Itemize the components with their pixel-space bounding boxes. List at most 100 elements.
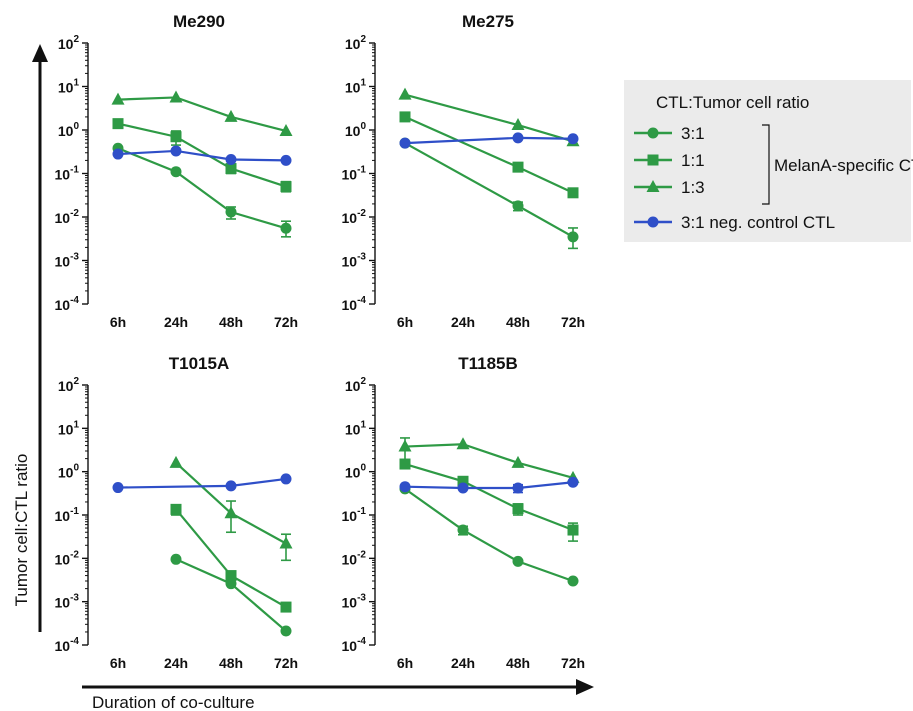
y-tick-label: 102 [58, 376, 80, 394]
y-tick-label: 10-3 [55, 593, 80, 611]
series-3-1-neg-control-ctl [399, 132, 579, 149]
data-point [112, 118, 124, 130]
data-point [512, 503, 524, 515]
data-point [567, 133, 579, 145]
series-1-1 [170, 503, 292, 613]
x-tick-label: 72h [274, 314, 298, 330]
y-tick-label: 10-4 [55, 636, 80, 654]
panel-title: Me290 [173, 12, 225, 31]
series-3-1 [112, 142, 292, 238]
data-point [279, 536, 293, 549]
panel-t1185b: T1185B 102 101 100 10-1 10-2 10-3 10-4 6h 24h 48h 7… [342, 354, 586, 671]
data-point [567, 524, 579, 536]
series-line [404, 462, 574, 532]
x-tick-label: 72h [561, 314, 585, 330]
data-point [280, 625, 292, 637]
series-1-3 [398, 437, 580, 483]
data-point [567, 575, 579, 587]
y-tick-label: 101 [345, 78, 367, 96]
data-point [398, 87, 412, 100]
legend-entries: 3:1 1:1 1:3 3:1 neg. control CTL [634, 124, 835, 232]
y-tick-label: 10-2 [55, 208, 80, 226]
x-tick-label: 6h [110, 314, 126, 330]
y-tick-label: 102 [345, 34, 367, 52]
y-axis-arrow [32, 44, 48, 632]
data-point [225, 163, 237, 175]
panels: Me290 102 101 100 10-1 10-2 10-3 10-4 6h 24h 48h 72… [55, 12, 586, 671]
data-point [567, 231, 579, 243]
legend: CTL:Tumor cell ratio 3:1 1:1 1:3 3:1 neg. c… [624, 80, 913, 242]
data-point [112, 482, 124, 494]
data-point [512, 132, 524, 144]
data-point [224, 109, 238, 122]
y-tick-label: 10-1 [342, 506, 367, 524]
x-axis-arrow [82, 679, 594, 695]
series-3-1-neg-control-ctl [112, 473, 292, 494]
x-tick-label: 48h [219, 314, 243, 330]
data-point [279, 123, 293, 136]
y-tick-label: 10-3 [55, 252, 80, 270]
x-tick-label: 72h [274, 655, 298, 671]
y-tick-label: 100 [58, 463, 80, 481]
series-line [117, 96, 287, 133]
y-tick-label: 10-4 [342, 295, 367, 313]
data-point [280, 473, 292, 485]
x-tick-label: 72h [561, 655, 585, 671]
y-tick-label: 10-2 [342, 208, 367, 226]
x-tick-label: 6h [110, 655, 126, 671]
series-line [175, 558, 287, 632]
data-point [170, 166, 182, 178]
data-point [457, 475, 469, 487]
series-1-1 [399, 111, 579, 199]
series-3-1 [399, 483, 579, 587]
data-point [457, 482, 469, 494]
legend-marker [647, 216, 659, 228]
y-tick-label: 10-4 [55, 295, 80, 313]
series-line [404, 93, 574, 143]
data-point [170, 145, 182, 157]
x-tick-label: 6h [397, 314, 413, 330]
y-tick-label: 100 [345, 463, 367, 481]
data-point [399, 458, 411, 470]
y-tick-label: 100 [58, 121, 80, 139]
series-line [117, 147, 287, 230]
data-point [398, 439, 412, 452]
series-3-1-neg-control-ctl [112, 145, 292, 166]
series-line [404, 488, 574, 583]
series-1-3 [169, 455, 293, 562]
y-tick-label: 10-1 [342, 165, 367, 183]
data-point [280, 601, 292, 613]
y-tick-label: 10-2 [55, 549, 80, 567]
x-tick-label: 24h [451, 655, 475, 671]
data-point [512, 200, 524, 212]
legend-marker [647, 154, 659, 166]
data-point [170, 553, 182, 565]
panel-title: Me275 [462, 12, 514, 31]
data-point [512, 482, 524, 494]
y-tick-label: 101 [58, 78, 80, 96]
data-point [111, 92, 125, 105]
series-line [404, 115, 574, 194]
x-tick-label: 24h [164, 655, 188, 671]
x-tick-label: 48h [506, 314, 530, 330]
legend-bracket [762, 124, 770, 205]
x-tick-label: 24h [451, 314, 475, 330]
data-point [112, 148, 124, 160]
y-tick-label: 101 [58, 419, 80, 437]
legend-label: 1:1 [681, 151, 705, 170]
series-line [404, 443, 574, 479]
series-line [404, 136, 574, 145]
legend-entry: 3:1 [634, 124, 705, 143]
y-tick-label: 10-2 [342, 549, 367, 567]
data-point [224, 506, 238, 519]
panel-t1015a: T1015A 102 101 100 10-1 10-2 10-3 10-4 6h 24h 48h 7… [55, 354, 299, 671]
series-3-1 [170, 553, 292, 637]
y-tick-label: 10-4 [342, 636, 367, 654]
data-point [280, 181, 292, 193]
series-3-1-neg-control-ctl [399, 476, 579, 494]
y-tick-label: 10-3 [342, 252, 367, 270]
data-point [511, 455, 525, 468]
series-1-3 [111, 90, 293, 136]
legend-entry: 1:1 [634, 151, 705, 170]
